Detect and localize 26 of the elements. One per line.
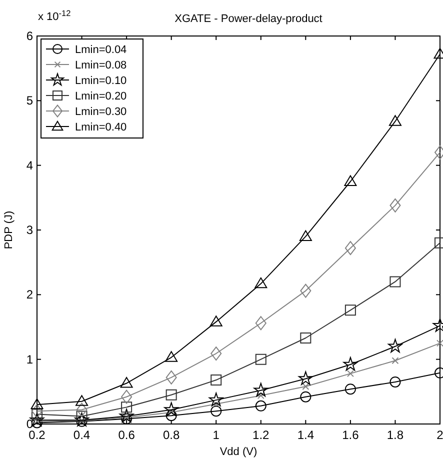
chart-title: XGATE - Power-delay-product [174,13,322,25]
y-axis-title: PDP (J) [3,210,15,250]
legend-label: Lmin=0.30 [75,106,127,118]
legend-label: Lmin=0.04 [75,44,127,56]
legend-label: Lmin=0.20 [75,90,127,102]
y-tick-label: 2 [26,288,34,302]
x-tick-label: 1.2 [252,428,270,442]
legend-label: Lmin=0.40 [75,122,127,134]
x-tick-label: 0.8 [162,428,180,442]
legend-label: Lmin=0.10 [75,75,127,87]
x-tick-label: 2 [436,428,443,442]
y-tick-label: 5 [26,94,34,108]
x-tick-label: 1.4 [297,428,314,442]
text: x 10$^{-12}$ [38,8,72,23]
x-tick-label: 1.8 [386,428,404,442]
legend-label: Lmin=0.08 [75,60,127,72]
x-tick-label: 0.4 [73,428,90,442]
x-tick-label: 0.2 [28,428,46,442]
x-axis-title: Vdd (V) [220,446,258,458]
x-tick-label: 1 [212,428,220,442]
y-tick-label: 6 [26,29,34,43]
x-tick-label: 0.6 [118,428,136,442]
x-tick-label: 1.6 [342,428,360,442]
y-tick-label: 3 [26,223,34,237]
y-tick-label: 1 [26,352,34,366]
y-tick-label: 4 [26,158,34,172]
